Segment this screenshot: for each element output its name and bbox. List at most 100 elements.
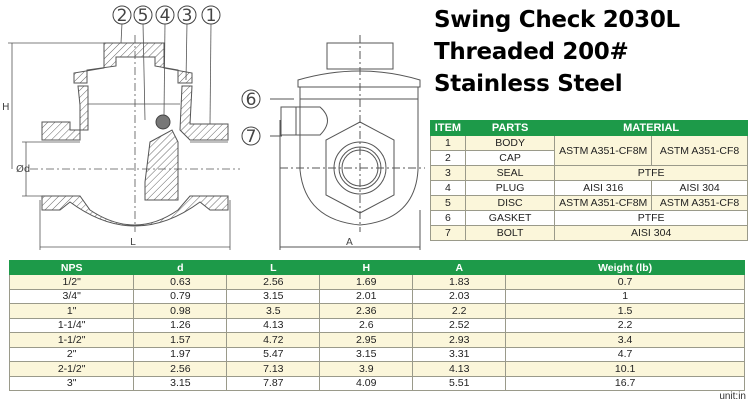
- title-line-3: Stainless Steel: [434, 71, 623, 97]
- callout-2: 2: [112, 5, 132, 26]
- material-cell: AISI 316: [554, 180, 653, 196]
- table-row: 5 DISC ASTM A351-CF8M ASTM A351-CF8: [430, 195, 748, 211]
- material-cell: ASTM A351-CF8: [651, 195, 748, 211]
- table-cell: 0.79: [133, 288, 228, 304]
- item-cell: 4: [430, 180, 466, 196]
- table-cell: 1.83: [412, 274, 507, 290]
- dim-label-l: L: [130, 237, 136, 248]
- item-cell: 3: [430, 165, 466, 181]
- table-cell: 3.15: [226, 288, 321, 304]
- table-row: 2-1/2" 2.56 7.13 3.9 4.13 10.1: [8, 361, 745, 377]
- table-cell: 3": [8, 375, 135, 391]
- table-cell: 16.7: [505, 375, 745, 391]
- table-cell: 3.15: [319, 346, 414, 362]
- table-cell: 1": [8, 303, 135, 319]
- callout-7: 7: [241, 126, 261, 147]
- part-cell: DISC: [464, 195, 556, 211]
- material-cell: AISI 304: [554, 225, 748, 241]
- table-cell: 2.56: [226, 274, 321, 290]
- table-row: 3" 3.15 7.87 4.09 5.51 16.7: [8, 375, 745, 391]
- table-cell: 2.36: [319, 303, 414, 319]
- table-cell: 3/4": [8, 288, 135, 304]
- header-l: L: [226, 260, 321, 275]
- table-cell: 2.95: [319, 332, 414, 348]
- dim-label-h: H: [2, 102, 10, 113]
- table-cell: 5.51: [412, 375, 507, 391]
- header-weight-lb: Weight (lb): [505, 260, 745, 275]
- callout-6: 6: [241, 89, 261, 110]
- table-cell: 5.47: [226, 346, 321, 362]
- table-cell: 1.5: [505, 303, 745, 319]
- table-cell: 0.98: [133, 303, 228, 319]
- header-h: H: [319, 260, 414, 275]
- table-cell: 3.31: [412, 346, 507, 362]
- table-cell: 1.69: [319, 274, 414, 290]
- table-cell: 7.13: [226, 361, 321, 377]
- table-row: 1" 0.98 3.5 2.36 2.2 1.5: [8, 303, 745, 319]
- title-line-2: Threaded 200#: [434, 39, 629, 65]
- part-cell: BOLT: [464, 225, 556, 241]
- callout-4: 4: [155, 5, 175, 26]
- header-material: MATERIAL: [554, 120, 748, 136]
- table-cell: 10.1: [505, 361, 745, 377]
- table-row: 2" 1.97 5.47 3.15 3.31 4.7: [8, 346, 745, 362]
- table-cell: 4.09: [319, 375, 414, 391]
- table-cell: 1-1/4": [8, 317, 135, 333]
- material-cell: PTFE: [554, 165, 748, 181]
- table-cell: 2.56: [133, 361, 228, 377]
- part-cell: BODY: [464, 135, 556, 151]
- dim-label-d: Ød: [16, 163, 30, 175]
- table-cell: 7.87: [226, 375, 321, 391]
- table-cell: 4.7: [505, 346, 745, 362]
- header-a: A: [412, 260, 507, 275]
- table-row: 2 CAP: [430, 150, 748, 166]
- table-row: 6 GASKET PTFE: [430, 210, 748, 226]
- table-cell: 2": [8, 346, 135, 362]
- svg-text:1: 1: [206, 6, 217, 26]
- svg-text:2: 2: [117, 6, 128, 26]
- side-view: [270, 35, 425, 250]
- table-cell: 0.7: [505, 274, 745, 290]
- table-cell: 2.01: [319, 288, 414, 304]
- unit-note: unit:in: [719, 391, 746, 402]
- table-row: 1-1/4" 1.26 4.13 2.6 2.52 2.2: [8, 317, 745, 333]
- table-cell: 1.57: [133, 332, 228, 348]
- table-cell: 2.2: [412, 303, 507, 319]
- part-cell: CAP: [464, 150, 556, 166]
- svg-text:7: 7: [246, 127, 257, 147]
- svg-text:4: 4: [160, 6, 171, 26]
- header-parts: PARTS: [464, 120, 556, 136]
- header-nps: NPS: [8, 260, 135, 275]
- table-cell: 1.26: [133, 317, 228, 333]
- material-cell: ASTM A351-CF8M: [554, 135, 653, 166]
- product-title: Swing Check 2030L Threaded 200# Stainles…: [434, 4, 680, 100]
- table-row: 7 BOLT AISI 304: [430, 225, 748, 241]
- section-view: [41, 42, 229, 227]
- table-row: 1/2" 0.63 2.56 1.69 1.83 0.7: [8, 274, 745, 290]
- material-cell: ASTM A351-CF8M: [554, 195, 653, 211]
- part-cell: PLUG: [464, 180, 556, 196]
- table-row: 3 SEAL PTFE: [430, 165, 748, 181]
- table-cell: 3.4: [505, 332, 745, 348]
- table-cell: 2.6: [319, 317, 414, 333]
- table-cell: 0.63: [133, 274, 228, 290]
- table-cell: 2.52: [412, 317, 507, 333]
- part-cell: GASKET: [464, 210, 556, 226]
- table-row: 1 BODY ASTM A351-CF8M ASTM A351-CF8: [430, 135, 748, 166]
- table-cell: 2.2: [505, 317, 745, 333]
- table-cell: 4.72: [226, 332, 321, 348]
- header-d: d: [133, 260, 228, 275]
- table-cell: 2.93: [412, 332, 507, 348]
- dimension-table: NPS d L H A Weight (lb) 1/2" 0.63 2.56 1.69 1.83 0…: [8, 260, 745, 391]
- table-cell: 3.9: [319, 361, 414, 377]
- valve-technical-drawing: 2 5 4 3 1 6 7 H Ød L A: [2, 5, 425, 250]
- table-row: 1-1/2" 1.57 4.72 2.95 2.93 3.4: [8, 332, 745, 348]
- table-cell: 1-1/2": [8, 332, 135, 348]
- table-cell: 4.13: [226, 317, 321, 333]
- item-cell: 7: [430, 225, 466, 241]
- material-cell: PTFE: [554, 210, 748, 226]
- table-cell: 4.13: [412, 361, 507, 377]
- table-cell: 2-1/2": [8, 361, 135, 377]
- header-item: ITEM: [430, 120, 466, 136]
- callout-1: 1: [201, 5, 221, 26]
